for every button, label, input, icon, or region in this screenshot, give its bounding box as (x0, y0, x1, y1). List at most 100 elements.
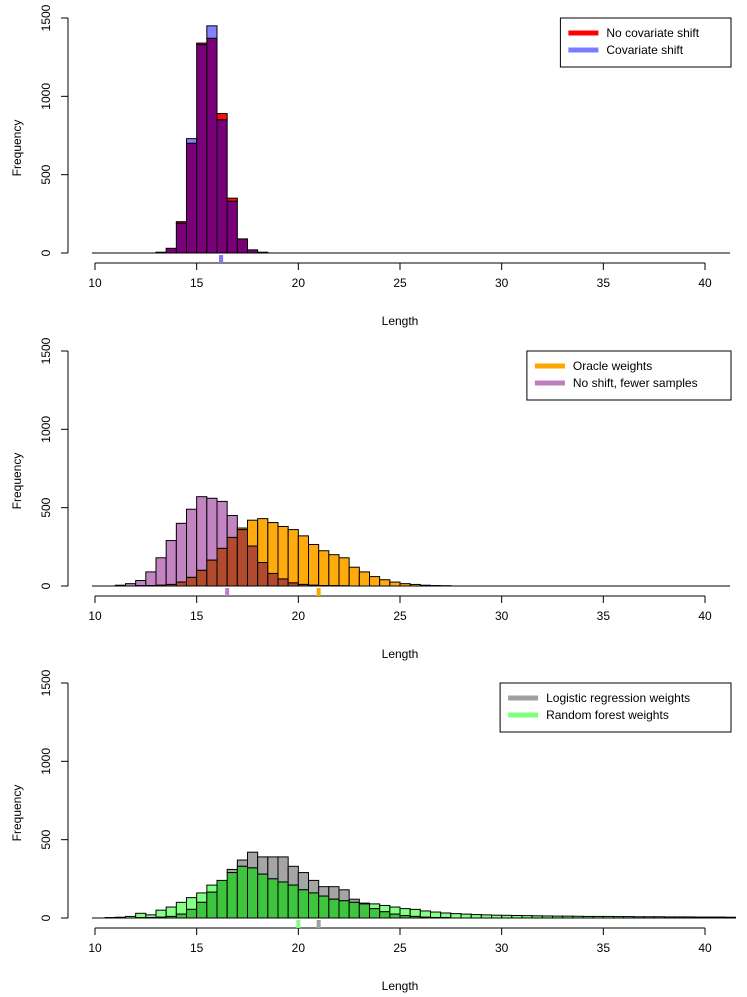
histogram-bar-overlap (155, 251, 167, 254)
y-axis-label: Frequency (10, 785, 24, 842)
histogram-bar (145, 571, 157, 587)
y-tick-label: 500 (39, 497, 53, 517)
x-axis-label: Length (382, 979, 419, 993)
histogram-bar-overlap (297, 583, 310, 587)
histogram-bar (216, 500, 228, 549)
histogram-bar (155, 909, 167, 918)
y-tick-label: 1000 (39, 83, 53, 110)
histogram-bar-overlap (206, 559, 218, 587)
histogram-panel-1: 0 500 1000 1500 Frequency 10 15 20 25 30 35 40 Lengt… (10, 4, 732, 328)
histogram-bar (724, 916, 736, 919)
x-tick-label: 15 (190, 276, 204, 290)
y-tick-label: 0 (39, 914, 53, 921)
histogram-bar (704, 916, 716, 919)
x-tick-label: 20 (292, 276, 306, 290)
histogram-bar (318, 550, 330, 587)
histogram-bar-overlap (348, 901, 360, 919)
histogram-bar (328, 554, 340, 587)
histogram-bar (358, 571, 371, 587)
histogram-bar (521, 915, 533, 919)
histogram-bar (623, 916, 635, 919)
histogram-bar (165, 906, 177, 917)
histogram-bar (308, 879, 320, 894)
histogram-bar (297, 872, 310, 891)
histogram-bar (369, 576, 381, 587)
histogram-bar-overlap (196, 569, 208, 587)
y-tick-label: 1000 (39, 416, 53, 443)
histogram-bar (694, 916, 706, 919)
x-tick-label: 10 (88, 276, 102, 290)
x-tick-label: 20 (292, 941, 306, 955)
histogram-bar-overlap (257, 251, 269, 254)
legend-entry: Random forest weights (546, 708, 669, 722)
histogram-bar-overlap (165, 247, 177, 254)
histogram-bar-overlap (389, 913, 401, 919)
histogram-bar-overlap (409, 915, 421, 919)
histogram-bar (206, 884, 218, 893)
histogram-bar (135, 580, 147, 587)
legend: No covariate shift Covariate shift (559, 17, 732, 68)
histogram-bar (226, 515, 238, 538)
histogram-bar (267, 856, 279, 880)
histogram-bar (480, 914, 493, 919)
histogram-bar (379, 904, 391, 913)
histogram-bar-overlap (155, 916, 167, 919)
histogram-bar (196, 892, 208, 903)
histogram-bar (409, 583, 421, 587)
histogram-bar (541, 915, 553, 919)
x-tick-label: 15 (190, 941, 204, 955)
y-axis-label: Frequency (10, 120, 24, 177)
histogram-bar (419, 910, 432, 918)
histogram-bar (348, 566, 360, 587)
histogram-bar (206, 497, 218, 561)
histogram-bar (602, 915, 614, 919)
histogram-bar-overlap (297, 889, 310, 919)
histogram-bar-overlap (226, 536, 238, 587)
histogram-bar (460, 913, 472, 919)
histogram-bar (643, 916, 655, 919)
histogram-bar (135, 912, 147, 919)
histogram-bar-overlap (247, 867, 259, 919)
histogram-bar (653, 916, 665, 919)
histogram-bar (714, 916, 726, 919)
histogram-bar (186, 897, 198, 910)
x-tick-label: 40 (698, 276, 712, 290)
histogram-bar (247, 851, 259, 869)
x-axis-label: Length (382, 314, 419, 328)
histogram-bar-overlap (165, 915, 177, 919)
histogram-bar-overlap (226, 200, 238, 254)
histogram-bar (114, 584, 127, 587)
histogram-bar (247, 519, 259, 547)
histogram-bar (491, 914, 503, 919)
x-tick-label: 35 (597, 276, 611, 290)
histogram-bar (399, 583, 411, 587)
x-tick-label: 30 (495, 609, 509, 623)
x-tick-label: 15 (190, 609, 204, 623)
histogram-bar-overlap (216, 879, 228, 919)
histogram-bar (287, 865, 299, 886)
histogram-bar (582, 915, 594, 919)
histogram-bar (592, 915, 604, 919)
histogram-bar (277, 856, 289, 883)
y-tick-label: 500 (39, 164, 53, 184)
histogram-bar (165, 540, 177, 585)
histogram-bar-overlap (257, 562, 269, 587)
histogram-bar-overlap (419, 916, 432, 919)
histogram-bar-overlap (369, 908, 381, 919)
histogram-bar (257, 856, 269, 875)
y-tick-label: 0 (39, 582, 53, 589)
histogram-bar (236, 859, 248, 867)
histogram-bar-overlap (155, 584, 167, 587)
histogram-bar-overlap (186, 576, 198, 587)
x-tick-label: 10 (88, 941, 102, 955)
x-tick-label: 35 (597, 941, 611, 955)
histogram-bar (552, 915, 564, 919)
x-tick-label: 25 (393, 276, 407, 290)
histogram-bar-overlap (287, 582, 299, 587)
legend: Oracle weights No shift, fewer samples (526, 350, 732, 401)
histogram-bar-overlap (267, 878, 279, 919)
histogram-bar-overlap (328, 898, 340, 919)
histogram-bar-overlap (196, 901, 208, 919)
